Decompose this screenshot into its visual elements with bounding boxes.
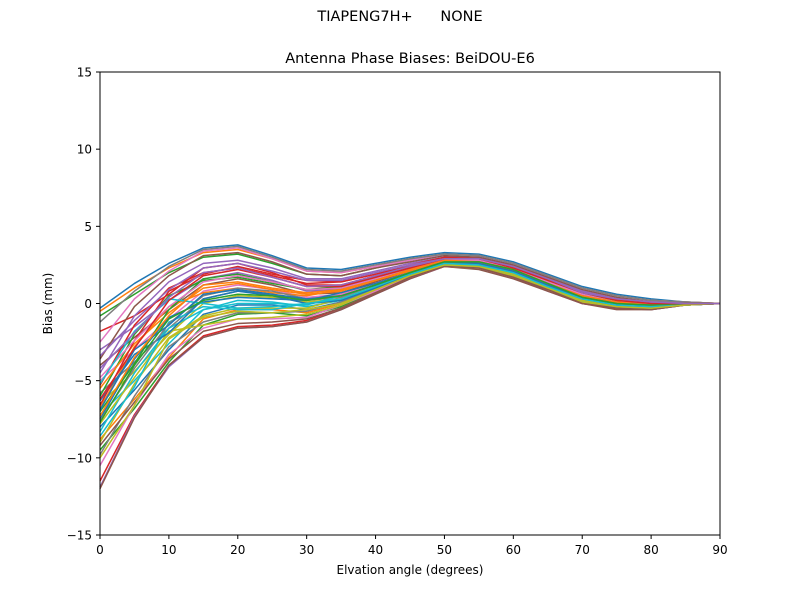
x-tick-label: 60: [506, 543, 521, 557]
series-line-42: [99, 259, 720, 417]
y-tick-label: 5: [84, 220, 92, 234]
series-line-45: [99, 257, 720, 369]
x-tick-label: 90: [712, 543, 727, 557]
series-line-21: [99, 262, 720, 420]
y-tick-label: −5: [74, 374, 92, 388]
series-line-26: [99, 251, 720, 360]
x-tick-label: 20: [230, 543, 245, 557]
x-tick-label: 50: [437, 543, 452, 557]
series-line-36: [99, 265, 721, 446]
y-axis-ticks: −15 −10 −5 0 5 10 15: [67, 66, 100, 543]
series-line-43: [99, 261, 720, 423]
series-line-1: [99, 244, 721, 309]
y-tick-label: −15: [67, 529, 92, 543]
y-tick-label: −10: [67, 451, 92, 465]
series-line-40: [99, 262, 720, 385]
series-line-30: [99, 264, 721, 437]
x-tick-label: 0: [96, 543, 104, 557]
y-tick-label: 10: [77, 143, 92, 157]
series-line-16: [99, 265, 721, 490]
y-tick-label: 15: [77, 66, 92, 80]
x-tick-label: 70: [575, 543, 590, 557]
series-layer: [99, 244, 721, 490]
x-tick-label: 10: [161, 543, 176, 557]
y-axis-label: Bias (mm): [41, 273, 55, 335]
figure-suptitle: TIAPENG7H+ NONE: [317, 9, 483, 25]
x-axis-label: Elvation angle (degrees): [337, 563, 484, 577]
chart-title: Antenna Phase Biases: BeiDOU-E6: [285, 51, 535, 67]
series-line-38: [99, 262, 721, 422]
y-tick-label: 0: [84, 297, 92, 311]
series-line-39: [99, 264, 721, 459]
x-tick-label: 80: [643, 543, 658, 557]
series-line-28: [99, 245, 721, 323]
x-axis-ticks: 0 10 20 30 40 50 60 70 80 90: [96, 535, 728, 557]
x-tick-label: 40: [368, 543, 383, 557]
x-tick-label: 30: [299, 543, 314, 557]
series-line-44: [99, 257, 720, 400]
